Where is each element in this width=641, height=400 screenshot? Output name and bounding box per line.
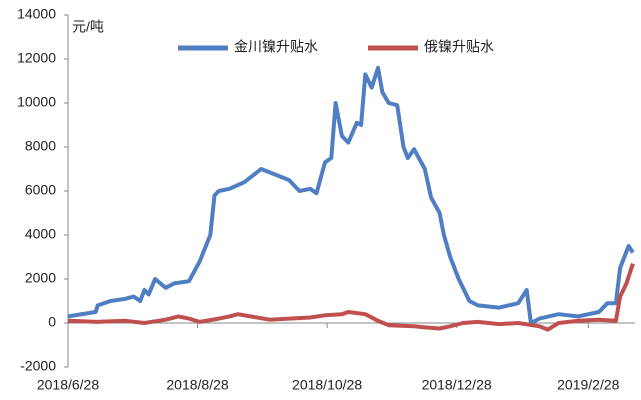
y-tick-label: 6000: [25, 182, 56, 198]
y-tick-label: -2000: [20, 358, 56, 374]
y-tick-label: 12000: [17, 50, 56, 66]
x-tick-label: 2018/8/28: [166, 377, 228, 393]
x-tick-label: 2018/6/28: [37, 377, 99, 393]
y-tick-label: 4000: [25, 226, 56, 242]
y-tick-label: 8000: [25, 138, 56, 154]
series-line: [67, 65, 635, 325]
unit-label: 元/吨: [72, 19, 104, 35]
x-tick-label: 2018/10/28: [292, 377, 362, 393]
y-tick-label: 2000: [25, 270, 56, 286]
y-tick-label: 14000: [17, 6, 56, 22]
series-line: [67, 262, 635, 332]
x-tick-label: 2019/2/28: [557, 377, 619, 393]
y-tick-label: 10000: [17, 94, 56, 110]
legend-label: 俄镍升贴水: [424, 39, 494, 55]
legend-label: 金川镍升贴水: [234, 39, 318, 55]
y-tick-label: 0: [48, 314, 56, 330]
x-tick-label: 2018/12/28: [422, 377, 492, 393]
